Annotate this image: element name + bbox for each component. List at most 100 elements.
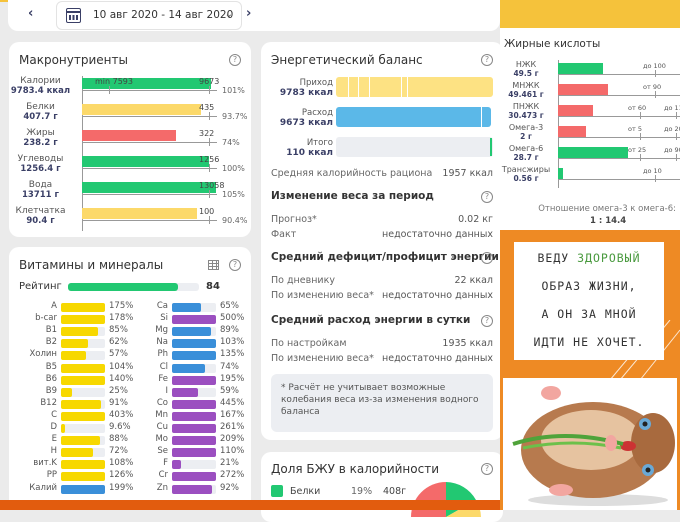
macro-bar	[82, 130, 176, 141]
nutrient-track	[172, 375, 216, 385]
nutrient-percent: 21%	[220, 458, 239, 469]
nutrient-track	[172, 484, 216, 494]
norm-tick	[640, 133, 641, 140]
help-icon[interactable]: ?	[481, 463, 493, 475]
nutrient-track	[172, 436, 216, 446]
nutrient-row: Fe 195%	[124, 373, 244, 385]
nutrient-fill	[172, 424, 216, 433]
nutrient-track	[61, 327, 105, 337]
calculation-note: * Расчёт не учитывает возможные колебани…	[271, 374, 493, 432]
nutrient-track	[172, 387, 216, 397]
norm-label: до 90	[664, 146, 680, 154]
table-view-icon[interactable]	[208, 260, 219, 270]
help-icon[interactable]: ?	[481, 315, 493, 327]
nutrient-percent: 104%	[109, 361, 134, 372]
nutrient-track	[61, 303, 105, 312]
nutrient-row: H 72%	[13, 446, 128, 458]
nutrient-percent: 72%	[109, 446, 128, 457]
nutrient-name: Mg	[155, 325, 168, 336]
macro-label: Углеводы 1256.4 г	[17, 154, 64, 174]
nutrient-percent: 85%	[109, 325, 128, 336]
motivational-poster: ВЕДУ ЗДОРОВЫЙ ОБРАЗ ЖИЗНИ, А ОН ЗА МНОЙ …	[500, 230, 680, 510]
nutrient-row: I 59%	[124, 385, 239, 397]
macro-bar	[82, 78, 211, 89]
min-tick	[109, 86, 110, 94]
prev-period-button[interactable]: ‹	[28, 6, 34, 21]
nutrient-track	[61, 351, 105, 361]
macro-baseline	[82, 168, 217, 169]
nutrient-name: E	[51, 434, 57, 445]
fatty-acid-row: Омега-32 г от 5 до 20	[500, 123, 680, 143]
expense-label: Расход 9673 ккал	[279, 108, 333, 128]
nutrient-fill	[172, 363, 205, 373]
nutrient-track	[172, 339, 216, 349]
nutrient-name: вит.K	[33, 458, 57, 469]
nutrient-percent: 103%	[220, 337, 245, 348]
norm-label: до 20	[664, 125, 680, 133]
help-icon[interactable]: ?	[481, 191, 493, 203]
nutrient-track	[61, 363, 105, 373]
nutrient-fill	[61, 315, 105, 325]
macro-row: Жиры 238.2 г 322 74%	[9, 128, 249, 164]
help-icon[interactable]: ?	[229, 54, 241, 66]
fatty-acid-bar	[558, 168, 563, 179]
nutrient-row: Cu 261%	[124, 422, 244, 433]
nutrient-fill	[172, 448, 216, 458]
help-icon[interactable]: ?	[481, 252, 493, 264]
rating-track	[68, 283, 199, 291]
target-value: 435	[199, 103, 215, 112]
date-range-picker[interactable]: 10 авг 2020 - 14 авг 2020 ⌄	[56, 1, 242, 30]
next-period-button[interactable]: ›	[246, 6, 252, 21]
nutrient-row: Ph 135%	[124, 349, 244, 361]
rating-value: 84	[206, 281, 220, 292]
nutrient-fill	[61, 411, 105, 421]
nutrient-fill	[61, 399, 101, 409]
nutrient-fill	[61, 387, 72, 397]
nutrient-name: Cr	[158, 470, 168, 481]
daily-expense-title: Средний расход энергии в сутки	[271, 314, 471, 326]
fatty-acid-label: Трансжиры 0.56 г	[501, 165, 551, 183]
nutrient-name: I	[165, 385, 168, 396]
norm-tick	[640, 154, 641, 161]
nutrient-percent: 108%	[109, 458, 134, 469]
fatty-acid-bar	[558, 147, 628, 158]
by-weight-row: По изменению веса* недостаточно данных	[271, 290, 493, 301]
norm-label: до 110	[664, 104, 680, 112]
norm-label: до 100	[643, 62, 666, 70]
macro-axis	[82, 76, 83, 231]
help-icon[interactable]: ?	[229, 259, 241, 271]
nutrient-track	[61, 399, 105, 409]
quote-line-4: ИДТИ НЕ ХОЧЕТ.	[533, 335, 645, 349]
nutrient-row: Mn 167%	[124, 410, 244, 421]
nutrient-row: Se 110%	[124, 446, 244, 458]
nutrient-name: Fe	[158, 373, 168, 384]
macro-row: Вода 13711 г 13058 105%	[9, 180, 249, 216]
nutrient-row: Холин 57%	[13, 349, 128, 361]
nutrient-name: B9	[45, 385, 57, 396]
nutrient-name: PP	[46, 470, 57, 481]
nutrient-fill	[61, 436, 100, 446]
fatty-acid-bar	[558, 84, 608, 95]
legend-protein-swatch	[271, 485, 283, 497]
macro-label: Вода 13711 г	[22, 180, 59, 200]
nutrient-fill	[172, 375, 216, 385]
macro-baseline	[82, 90, 217, 91]
macro-percent: 105%	[222, 190, 245, 199]
expense-bar	[336, 107, 491, 127]
macro-label: Клетчатка 90.4 г	[15, 206, 66, 226]
poster-quote: ВЕДУ ЗДОРОВЫЙ ОБРАЗ ЖИЗНИ, А ОН ЗА МНОЙ …	[514, 242, 664, 360]
nutrient-percent: 9.6%	[109, 422, 131, 432]
nutrient-row: Cr 272%	[124, 470, 244, 482]
macro-label: Жиры 238.2 г	[23, 128, 58, 148]
target-value: 9673	[199, 77, 220, 86]
nutrient-track	[61, 424, 105, 433]
fatty-acid-bar	[558, 126, 586, 137]
norm-tick	[640, 112, 641, 119]
nutrient-fill	[61, 448, 93, 458]
macro-baseline	[82, 116, 217, 117]
fact-row: Факт недостаточно данных	[271, 229, 493, 240]
nutrient-percent: 88%	[109, 434, 128, 445]
quote-word-2: ЗДОРОВЫЙ	[577, 251, 641, 265]
help-icon[interactable]: ?	[481, 54, 493, 66]
